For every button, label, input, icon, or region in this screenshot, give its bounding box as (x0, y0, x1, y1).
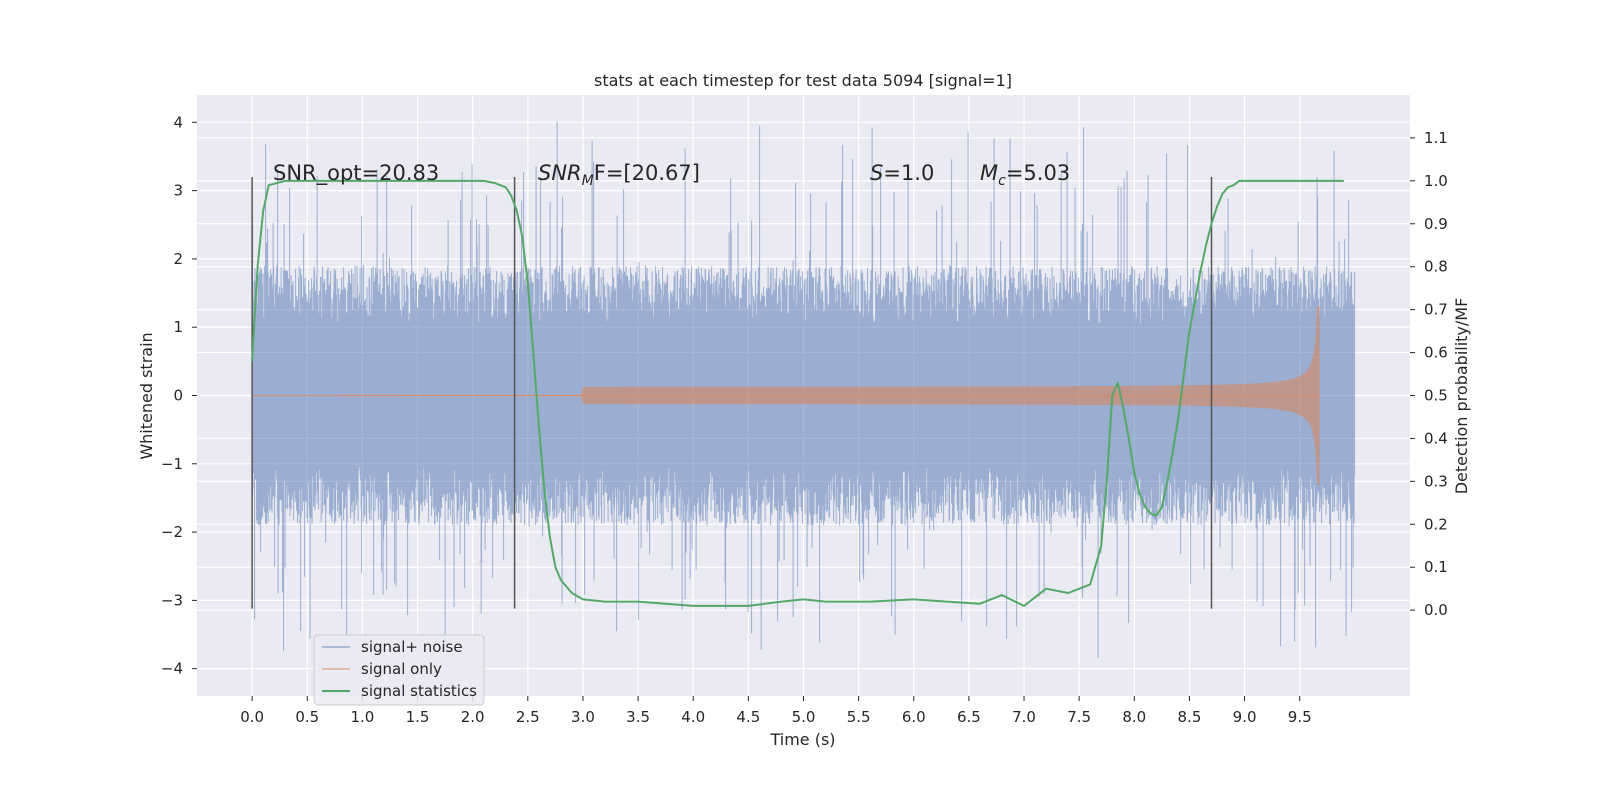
annotation-mc-sub: c (998, 173, 1006, 189)
annotation-mc-symbol: M (980, 161, 998, 185)
annotation-snr-mf-value: F=[20.67] (594, 161, 700, 185)
annotation-mc: Mc=5.03 (980, 161, 1070, 189)
annotation-snr-mf: SNRMF=[20.67] (538, 161, 700, 189)
legend: signal+ noise signal only signal statist… (313, 634, 485, 706)
x-tick-label-17: 8.5 (1178, 708, 1202, 726)
y2-tick-label-7: 0.7 (1424, 301, 1448, 319)
statistics-line (251, 179, 1344, 607)
annotation-snr-opt: SNR_opt=20.83 (273, 161, 439, 186)
x-tick-label-4: 2.0 (461, 708, 485, 726)
y-tick-label-6: 2 (173, 250, 183, 268)
x-tick-label-5: 2.5 (516, 708, 540, 726)
x-axis-label: Time (s) (769, 730, 835, 749)
annotation-snr-mf-symbol: SNR (538, 161, 582, 185)
x-tick-label-0: 0.0 (240, 708, 264, 726)
y-tick-label-3: −1 (161, 455, 183, 473)
y2-tick-label-4: 0.4 (1424, 429, 1448, 447)
y2-tick-label-11: 1.1 (1424, 129, 1448, 147)
y-axis-ticks: −4 −3 −2 −1 0 1 2 3 4 (161, 113, 197, 678)
vertical-markers (251, 176, 1213, 609)
x-tick-label-11: 5.5 (847, 708, 871, 726)
y-tick-label-7: 3 (173, 182, 183, 200)
x-tick-label-15: 7.5 (1067, 708, 1091, 726)
y-right-axis-label: Detection probability/MF (1452, 298, 1471, 495)
x-tick-label-9: 4.5 (736, 708, 760, 726)
y-tick-label-1: −3 (161, 591, 183, 609)
x-tick-label-12: 6.0 (902, 708, 926, 726)
x-tick-label-19: 9.5 (1288, 708, 1312, 726)
y2-tick-label-2: 0.2 (1424, 515, 1448, 533)
chart-title: stats at each timestep for test data 509… (594, 71, 1012, 90)
y-axis-label: Whitened strain (137, 332, 156, 459)
y2-tick-label-6: 0.6 (1424, 344, 1448, 362)
annotation-s-value: =1.0 (883, 161, 934, 185)
annotation-mc-value: =5.03 (1006, 161, 1070, 185)
y2-tick-label-5: 0.5 (1424, 387, 1448, 405)
y2-tick-label-0: 0.0 (1424, 601, 1448, 619)
legend-label-signal-statistics: signal statistics (361, 682, 477, 700)
y2-tick-label-1: 0.1 (1424, 558, 1448, 576)
annotation-s-symbol: S (870, 161, 883, 185)
x-tick-label-1: 0.5 (295, 708, 319, 726)
x-tick-label-13: 6.5 (957, 708, 981, 726)
x-tick-label-18: 9.0 (1233, 708, 1257, 726)
y2-tick-label-10: 1.0 (1424, 172, 1448, 190)
x-tick-label-7: 3.5 (626, 708, 650, 726)
y-tick-label-4: 0 (173, 387, 183, 405)
x-tick-label-3: 1.5 (406, 708, 430, 726)
legend-box (313, 634, 485, 706)
y-right-axis-ticks: 0.0 0.1 0.2 0.3 0.4 0.5 0.6 0.7 0.8 0.9 1.0 1.1 (1410, 129, 1448, 619)
x-tick-label-16: 8.0 (1122, 708, 1146, 726)
x-tick-label-14: 7.0 (1012, 708, 1036, 726)
series-signal-only (252, 306, 1320, 485)
x-tick-label-6: 3.0 (571, 708, 595, 726)
y2-tick-label-9: 0.9 (1424, 215, 1448, 233)
y-tick-label-8: 4 (173, 113, 183, 131)
x-tick-label-2: 1.0 (350, 708, 374, 726)
x-axis-ticks: 0.0 0.5 1.0 1.5 2.0 2.5 3.0 3.5 4.0 4.5 5.0 5.5 6.0 6… (240, 696, 1312, 726)
annotation-snr-mf-sub: M (582, 173, 594, 189)
annotation-s: S=1.0 (870, 161, 934, 185)
y-tick-label-5: 1 (173, 318, 183, 336)
y-tick-label-2: −2 (161, 523, 183, 541)
y2-tick-label-8: 0.8 (1424, 258, 1448, 276)
x-tick-label-10: 5.0 (792, 708, 816, 726)
y-tick-label-0: −4 (161, 660, 183, 678)
legend-label-signal-noise: signal+ noise (361, 638, 463, 656)
legend-label-signal-only: signal only (361, 660, 442, 678)
x-tick-label-8: 4.0 (681, 708, 705, 726)
y2-tick-label-3: 0.3 (1424, 472, 1448, 490)
series-signal-statistics (251, 179, 1344, 607)
